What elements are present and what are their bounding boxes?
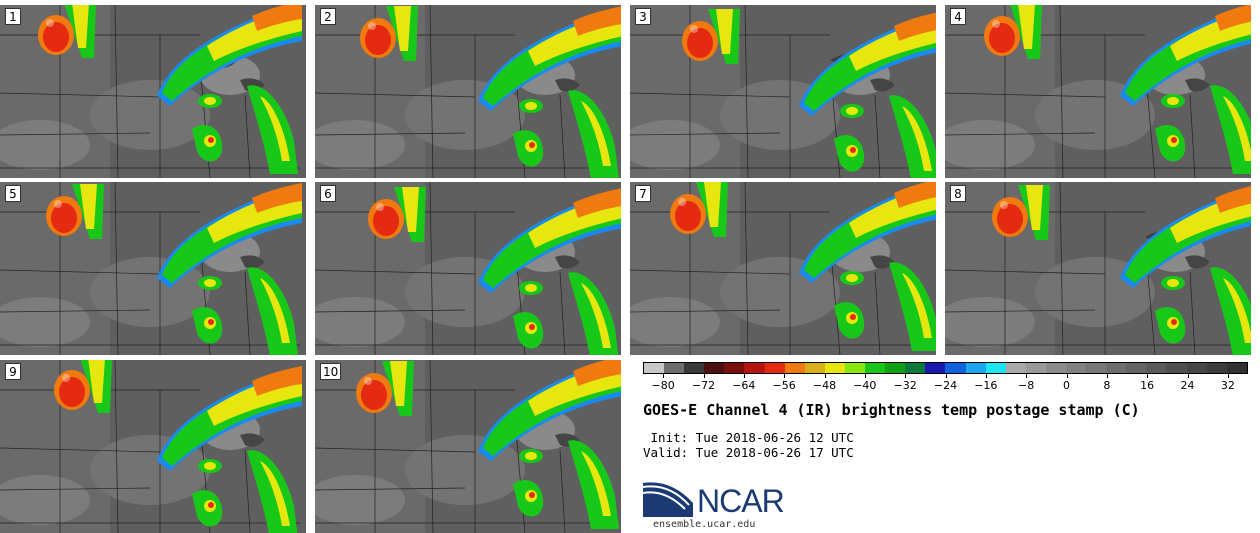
satellite-map <box>315 5 621 178</box>
member-number-label: 10 <box>320 363 342 380</box>
satellite-map <box>0 360 306 533</box>
ensemble-member-panel: 2 <box>315 5 621 178</box>
satellite-map <box>0 182 306 355</box>
init-time: Init: Tue 2018-06-26 12 UTC <box>643 430 854 445</box>
colorbar-segment <box>965 363 986 373</box>
colorbar-tick <box>905 374 907 378</box>
colorbar-segment <box>1126 363 1147 373</box>
member-number-label: 2 <box>320 8 336 25</box>
colorbar-segment <box>1186 363 1207 373</box>
colorbar-tick-label: 24 <box>1180 379 1195 392</box>
colorbar-segment <box>865 363 886 373</box>
colorbar-segment <box>1106 363 1127 373</box>
colorbar-tick <box>1227 374 1229 378</box>
colorbar-segment <box>1005 363 1026 373</box>
colorbar-tick-label: −64 <box>732 379 756 392</box>
colorbar-segment <box>985 363 1006 373</box>
member-number-label: 3 <box>635 8 651 25</box>
colorbar-tick <box>864 374 866 378</box>
colorbar-segment <box>1065 363 1087 373</box>
colorbar-segment <box>1045 363 1066 373</box>
colorbar-segment <box>1086 363 1107 373</box>
ensemble-member-panel: 6 <box>315 182 621 355</box>
ensemble-member-panel: 10 <box>315 360 621 533</box>
colorbar-tick <box>1026 374 1028 378</box>
colorbar-tick <box>945 374 947 378</box>
colorbar-tick-label: 8 <box>1103 379 1111 392</box>
colorbar-segment <box>1206 363 1227 373</box>
satellite-map <box>945 182 1251 355</box>
colorbar-segment <box>1146 363 1167 373</box>
member-number-label: 5 <box>5 185 21 202</box>
colorbar-segment <box>844 363 866 373</box>
satellite-map <box>315 182 621 355</box>
colorbar-tick-label: −80 <box>651 379 675 392</box>
colorbar-segment <box>764 363 785 373</box>
member-number-label: 6 <box>320 185 336 202</box>
colorbar-tick-label: −40 <box>853 379 877 392</box>
colorbar-tick-label: 0 <box>1063 379 1070 392</box>
ensemble-member-panel: 5 <box>0 182 306 355</box>
colorbar-tick <box>703 374 705 378</box>
colorbar-ticks: −80 −72 −64 −56 −48 −40 −32 −24 −16 −8 0 8 16 24 32 <box>643 374 1248 394</box>
member-number-label: 1 <box>5 8 21 25</box>
colorbar-segment <box>945 363 966 373</box>
colorbar-tick-label: 16 <box>1140 379 1155 392</box>
colorbar-segment <box>704 363 725 373</box>
ncar-logo-icon <box>643 482 693 517</box>
satellite-map <box>630 182 936 355</box>
satellite-map <box>0 5 306 178</box>
colorbar-tick-label: −24 <box>933 379 958 392</box>
colorbar-segment <box>1226 363 1247 373</box>
colorbar-tick <box>1106 374 1108 378</box>
colorbar-tick <box>663 374 665 378</box>
colorbar-segment <box>784 363 805 373</box>
colorbar-tick <box>743 374 745 378</box>
ensemble-member-panel: 9 <box>0 360 306 533</box>
colorbar-segment <box>1025 363 1046 373</box>
colorbar-tick-label: −32 <box>893 379 917 392</box>
satellite-map <box>945 5 1251 178</box>
colorbar-segment <box>644 363 665 373</box>
colorbar-tick-label: 32 <box>1220 379 1235 392</box>
colorbar-tick <box>1187 374 1189 378</box>
colorbar-tick <box>985 374 987 378</box>
ncar-logo-text: NCAR <box>697 483 785 519</box>
figure-title: GOES-E Channel 4 (IR) brightness temp po… <box>643 401 1140 419</box>
colorbar-tick <box>1147 374 1149 378</box>
ensemble-member-panel: 1 <box>0 5 306 178</box>
colorbar-tick <box>824 374 826 378</box>
satellite-map <box>630 5 936 178</box>
ensemble-member-panel: 3 <box>630 5 936 178</box>
colorbar-segment <box>885 363 906 373</box>
colorbar-tick <box>784 374 786 378</box>
member-number-label: 4 <box>950 8 966 25</box>
colorbar-segment <box>1166 363 1187 373</box>
satellite-map <box>315 360 621 533</box>
ensemble-member-panel: 4 <box>945 5 1251 178</box>
colorbar-tick <box>1066 374 1068 378</box>
ensemble-member-panel: 7 <box>630 182 936 355</box>
colorbar-segment <box>664 363 685 373</box>
ensemble-member-panel: 8 <box>945 182 1251 355</box>
colorbar-tick-label: −56 <box>772 379 796 392</box>
colorbar-tick-label: −48 <box>812 379 837 392</box>
colorbar-segment <box>724 363 745 373</box>
member-number-label: 7 <box>635 185 651 202</box>
colorbar-tick-label: −8 <box>1018 379 1035 392</box>
colorbar-tick-label: −72 <box>691 379 716 392</box>
colorbar-segment <box>824 363 845 373</box>
colorbar-tick-label: −16 <box>974 379 998 392</box>
valid-time: Valid: Tue 2018-06-26 17 UTC <box>643 445 854 460</box>
site-url: ensemble.ucar.edu <box>653 519 756 530</box>
colorbar-segment <box>804 363 825 373</box>
colorbar-segment <box>925 363 946 373</box>
member-number-label: 9 <box>5 363 21 380</box>
colorbar-segment <box>684 363 705 373</box>
colorbar <box>643 362 1248 374</box>
colorbar-segment <box>744 363 765 373</box>
colorbar-segment <box>905 363 926 373</box>
member-number-label: 8 <box>950 185 966 202</box>
